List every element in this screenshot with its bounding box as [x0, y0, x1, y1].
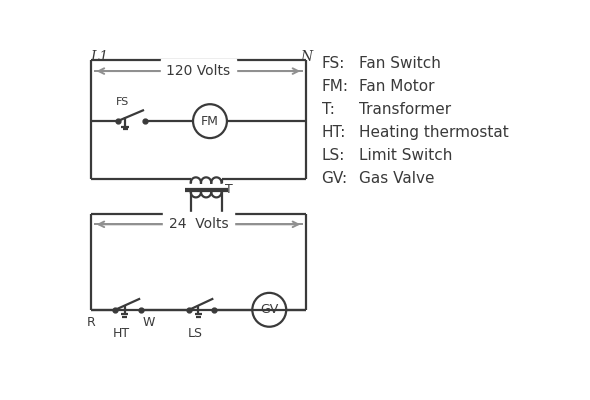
Text: FS: FS	[116, 97, 129, 107]
Text: N: N	[300, 50, 312, 64]
Text: T:: T:	[322, 102, 335, 117]
Text: GV: GV	[260, 303, 278, 316]
Text: FS:: FS:	[322, 56, 345, 71]
Text: Fan Switch: Fan Switch	[359, 56, 441, 71]
Text: HT: HT	[113, 327, 130, 340]
Text: Transformer: Transformer	[359, 102, 451, 117]
Text: 24  Volts: 24 Volts	[169, 217, 228, 231]
Text: GV:: GV:	[322, 171, 348, 186]
Text: FM: FM	[201, 115, 219, 128]
Text: R: R	[86, 316, 95, 329]
Text: 120 Volts: 120 Volts	[166, 64, 231, 78]
Text: L1: L1	[91, 50, 109, 64]
Text: LS:: LS:	[322, 148, 345, 163]
Text: Limit Switch: Limit Switch	[359, 148, 452, 163]
Text: Gas Valve: Gas Valve	[359, 171, 434, 186]
Text: FM:: FM:	[322, 79, 349, 94]
Text: T: T	[225, 183, 233, 196]
Text: Heating thermostat: Heating thermostat	[359, 125, 509, 140]
Text: W: W	[143, 316, 155, 329]
Text: HT:: HT:	[322, 125, 346, 140]
Text: LS: LS	[188, 327, 203, 340]
Text: Fan Motor: Fan Motor	[359, 79, 434, 94]
